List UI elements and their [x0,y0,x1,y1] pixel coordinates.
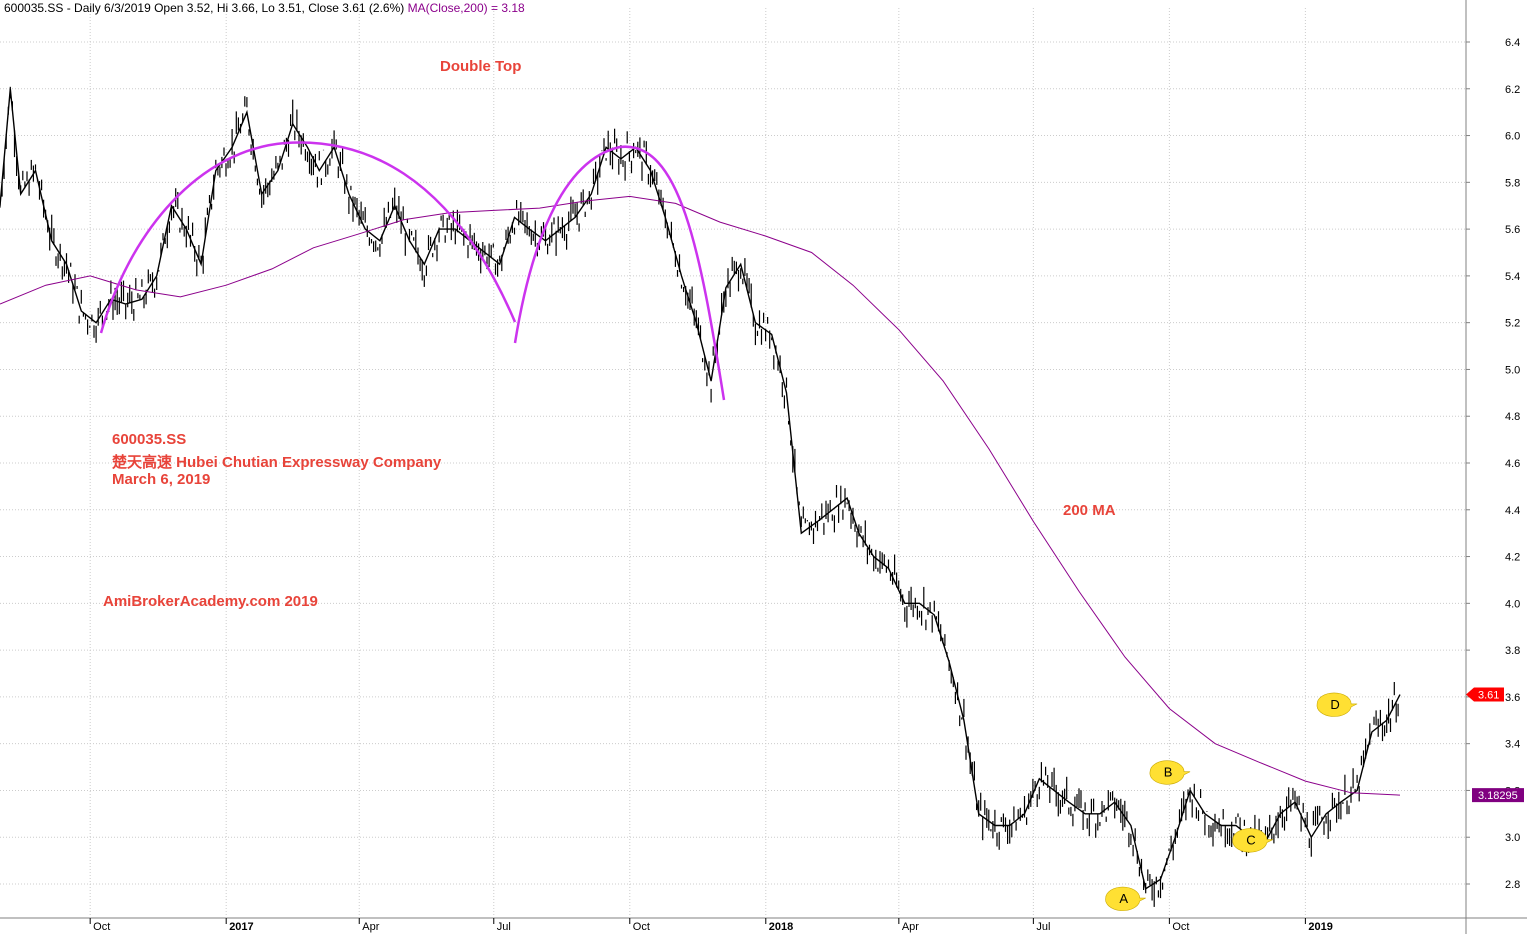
y-tick-label: 5.8 [1505,177,1520,189]
ma-value-tag: 3.18295 [1472,788,1524,803]
marker-label: D [1330,697,1339,712]
marker-c: C [1232,828,1273,853]
pattern-title: Double Top [440,58,522,75]
marker-label: C [1246,833,1255,848]
marker-b: B [1149,760,1191,785]
symbol-info: 600035.SS - Daily 6/3/2019 Open 3.52, Hi… [4,1,405,15]
double-top-arc [513,145,726,401]
marker-label: A [1119,891,1128,906]
marker-bubble [1105,886,1146,911]
y-tick-label: 4.2 [1505,552,1520,564]
marker-d: D [1316,692,1358,717]
ma-value-tag-box [1472,788,1524,803]
x-tick-label: 2018 [769,921,793,933]
x-tick-label: Jul [1036,921,1050,933]
y-tick-label: 4.8 [1505,411,1520,423]
marker-bubble [1232,828,1273,853]
y-tick-label: 6.4 [1505,37,1520,49]
company-label: 楚天高速 Hubei Chutian Expressway Company [112,454,442,471]
x-tick-label: Oct [1172,921,1189,933]
y-tick-label: 5.2 [1505,318,1520,330]
y-tick-label: 3.8 [1505,645,1520,657]
x-tick-label: 2019 [1308,921,1332,933]
y-tick-label: 4.6 [1505,458,1520,470]
close-price-tag: 3.61 [1466,687,1504,702]
y-tick-label: 6.0 [1505,131,1520,143]
ma-label: 200 MA [1063,502,1116,519]
x-tick-label: Jul [497,921,511,933]
y-tick-label: 3.6 [1505,692,1520,704]
y-tick-label: 2.8 [1505,879,1520,891]
x-tick-label: Oct [93,921,110,933]
x-tick-label: Apr [362,921,379,933]
x-tick-label: Apr [902,921,919,933]
date-label: March 6, 2019 [112,471,211,488]
y-tick-label: 4.0 [1505,598,1520,610]
y-tick-label: 4.4 [1505,505,1520,517]
y-tick-label: 5.4 [1505,271,1520,283]
ma-info: MA(Close,200) = 3.18 [407,1,525,15]
marker-a: A [1105,886,1146,911]
y-tick-label: 6.2 [1505,84,1520,96]
y-tick-label: 5.6 [1505,224,1520,236]
watermark-label: AmiBrokerAcademy.com 2019 [103,593,318,610]
double-top-arc [99,141,517,334]
ma-value-tag-text: 3.18295 [1478,790,1518,802]
x-tick-label: Oct [633,921,650,933]
price-line [0,88,1401,890]
ma-line [0,195,1401,796]
marker-bubble [1316,692,1358,717]
chart-header: 600035.SS - Daily 6/3/2019 Open 3.52, Hi… [4,1,525,15]
y-tick-label: 3.4 [1505,739,1520,751]
marker-label: B [1164,765,1173,780]
marker-bubble [1149,760,1191,785]
ticker-label: 600035.SS [112,431,187,448]
x-tick-label: 2017 [229,921,253,933]
y-tick-label: 5.0 [1505,364,1520,376]
y-tick-label: 3.0 [1505,832,1520,844]
close-price-tag-text: 3.61 [1478,690,1499,702]
close-price-tag-box [1466,687,1504,702]
